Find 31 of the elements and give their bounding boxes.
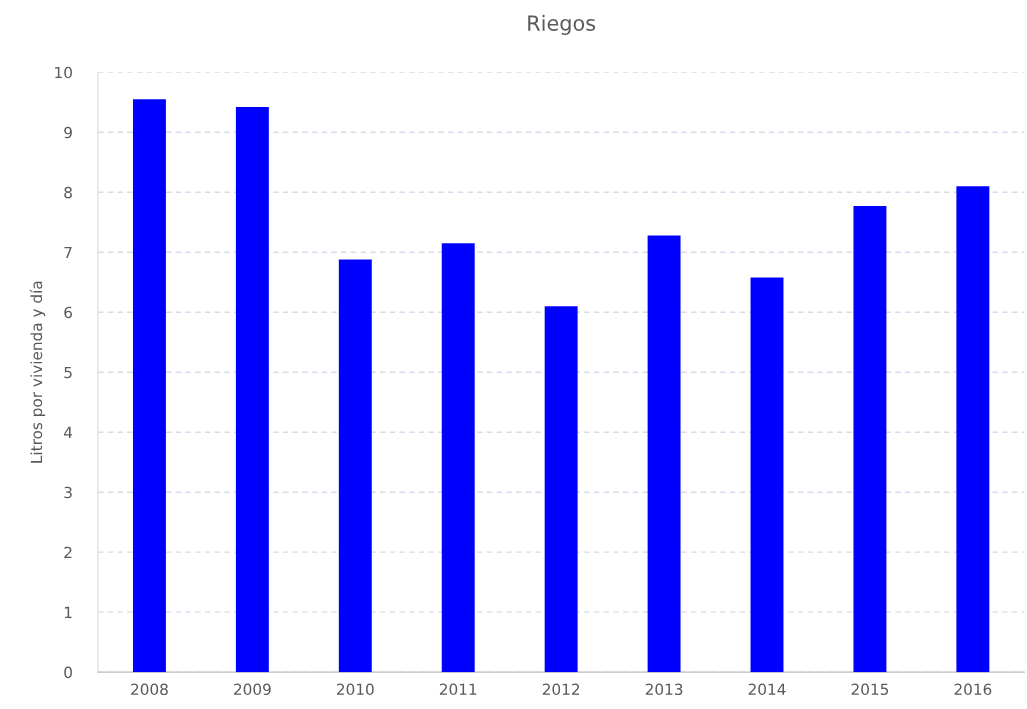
y-tick-label: 0 [64,666,72,679]
x-tick-label: 2011 [439,683,477,696]
x-tick-label: 2016 [954,683,992,696]
bar [750,277,784,673]
y-tick-label: 3 [64,486,72,499]
y-tick-label: 7 [64,246,72,259]
bar [235,107,269,673]
y-tick-label: 5 [64,366,72,379]
y-tick-label: 9 [64,126,72,139]
y-tick-label: 4 [64,426,73,439]
x-tick-label: 2015 [851,683,889,696]
bar [956,186,990,673]
bar [853,206,887,673]
chart-title: Riegos [528,14,596,35]
x-tick-label: 2009 [234,683,271,696]
y-tick-label: 1 [64,606,72,618]
y-tick-label: 8 [64,186,72,199]
bar [338,259,372,673]
y-tick-label: 6 [64,306,73,319]
bar [132,99,166,673]
x-tick-label: 2012 [542,683,580,696]
x-tick-label: 2008 [131,683,168,696]
y-tick-label: 2 [64,546,72,558]
bar [544,306,578,673]
y-tick-label: 10 [55,66,72,79]
x-tick-label: 2013 [645,683,683,696]
x-tick-label: 2014 [748,683,786,696]
x-tick-label: 2010 [336,683,374,696]
bar [441,243,475,673]
bar [647,235,681,673]
y-axis-title: Litros por vivienda y día [29,281,46,463]
